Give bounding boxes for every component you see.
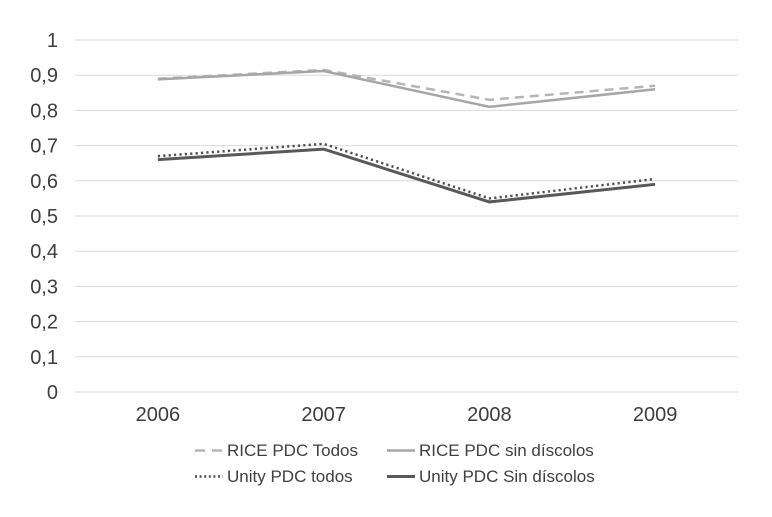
legend-row-1: RICE PDC Todos RICE PDC sin díscolos (0, 437, 772, 463)
chart-legend: RICE PDC Todos RICE PDC sin díscolos Uni… (0, 437, 772, 489)
legend-label-rice-pdc-todos: RICE PDC Todos (227, 440, 359, 460)
legend-item-rice-pdc-sin-discolos: RICE PDC sin díscolos (387, 437, 594, 463)
x-axis-tick-label: 2009 (633, 404, 678, 426)
line-chart-plot: 0 0,1 0,2 0,3 0,4 0,5 0,6 0,7 0,8 0,9 1 2006 2007 200… (30, 30, 738, 426)
legend-row-2: Unity PDC todos Unity PDC Sin díscolos (0, 463, 772, 489)
legend-swatch-dark-solid-line-icon (387, 474, 415, 478)
y-axis-tick-label: 0,8 (30, 100, 58, 122)
legend-label-unity-pdc-todos: Unity PDC todos (227, 466, 353, 486)
y-axis-tick-label: 0,9 (30, 65, 58, 87)
y-axis-tick-label: 0,2 (30, 312, 58, 334)
y-axis-tick-label: 0 (47, 382, 58, 404)
y-axis-tick-label: 0,7 (30, 136, 58, 158)
legend-item-rice-pdc-todos: RICE PDC Todos (195, 437, 358, 463)
series-line-solid (157, 69, 656, 109)
y-axis-tick-label: 0,4 (30, 241, 58, 263)
legend-item-unity-pdc-sin-discolos: Unity PDC Sin díscolos (387, 463, 595, 489)
legend-swatch-dotted-line-icon (195, 474, 223, 478)
y-axis-tick-label: 0,5 (30, 206, 58, 228)
legend-label-unity-pdc-sin-discolos: Unity PDC Sin díscolos (419, 466, 595, 486)
legend-label-rice-pdc-sin-discolos: RICE PDC sin díscolos (419, 440, 594, 460)
series-line-solid (157, 147, 656, 204)
y-axis-tick-label: 0,1 (30, 347, 58, 369)
x-axis-tick-label: 2008 (467, 404, 512, 426)
x-axis-tick-label: 2006 (136, 404, 181, 426)
y-axis-tick-label: 0,6 (30, 171, 58, 193)
legend-item-unity-pdc-todos: Unity PDC todos (195, 463, 353, 489)
y-axis-tick-label: 0,3 (30, 276, 58, 298)
series-line-dotted (157, 142, 656, 200)
y-axis-tick-label: 1 (47, 30, 58, 52)
x-axis-tick-label: 2007 (301, 404, 346, 426)
legend-swatch-solid-line-icon (387, 448, 415, 452)
legend-swatch-dashed-line-icon (195, 448, 223, 452)
